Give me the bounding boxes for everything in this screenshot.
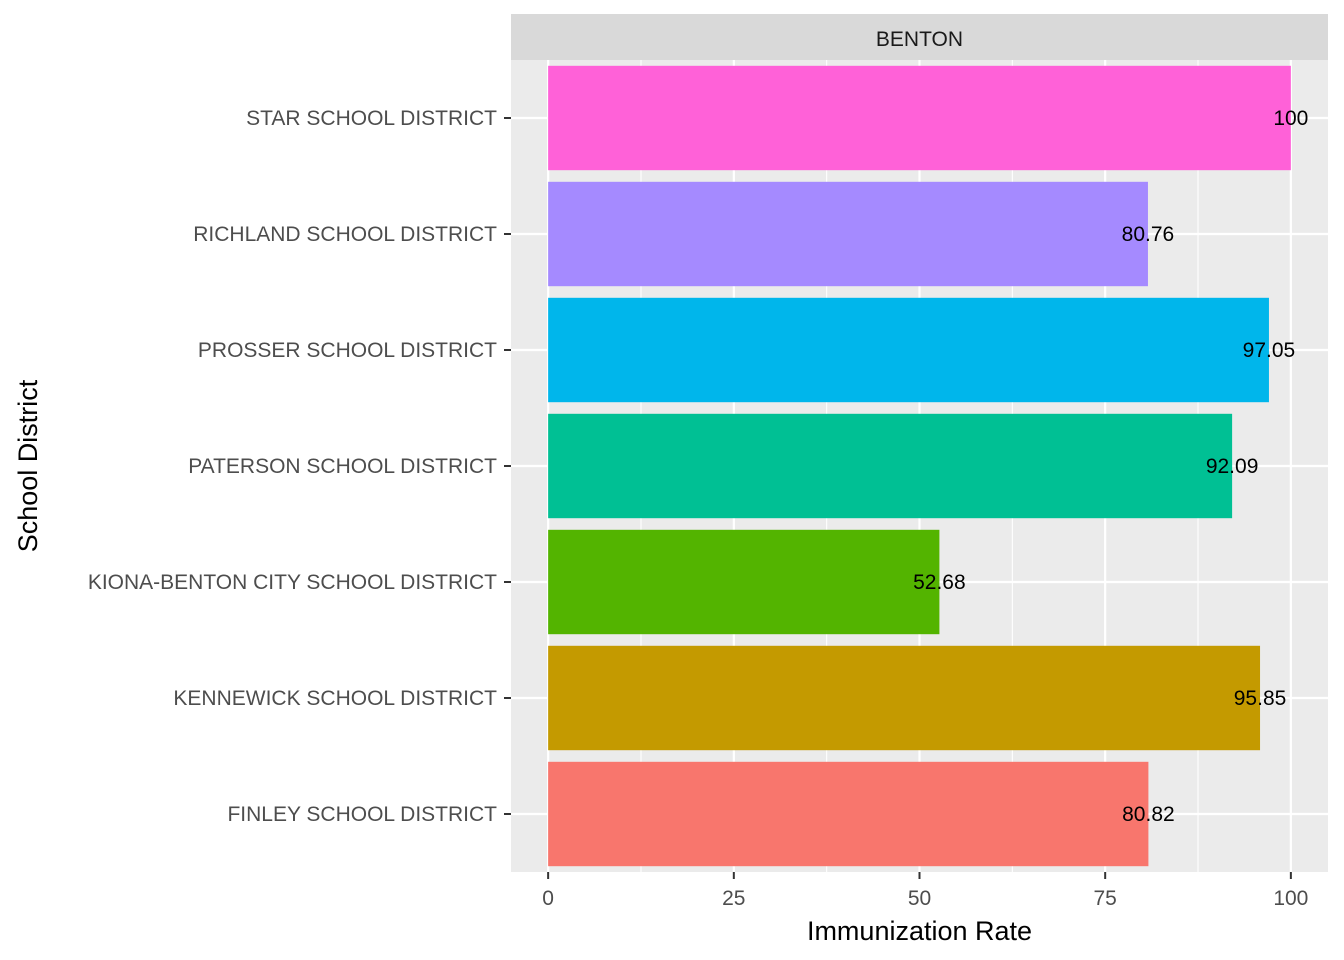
x-tick-label: 0: [542, 887, 554, 910]
bar-value-label: 80.82: [1122, 803, 1175, 826]
x-tick-label: 75: [1094, 887, 1117, 910]
bar: [548, 65, 1291, 171]
bar: [548, 645, 1261, 751]
y-tick-label: FINLEY SCHOOL DISTRICT: [227, 803, 497, 826]
bar-value-label: 97.05: [1243, 339, 1296, 362]
bar-value-labels: 80.82 95.85 52.68 92.09 97.05 80.76 100: [913, 107, 1308, 826]
bar-value-label: 52.68: [913, 571, 966, 594]
bar: [548, 413, 1233, 519]
x-axis: 0 25 50 75 100: [542, 872, 1308, 910]
x-tick-label: 50: [908, 887, 931, 910]
y-tick-label: STAR SCHOOL DISTRICT: [246, 107, 497, 130]
y-axis-title: School District: [13, 379, 43, 552]
y-tick-label: KENNEWICK SCHOOL DISTRICT: [173, 687, 497, 710]
y-tick-label: PROSSER SCHOOL DISTRICT: [198, 339, 497, 362]
x-tick-label: 25: [722, 887, 745, 910]
bar: [548, 297, 1269, 403]
bars: [548, 65, 1291, 867]
y-tick-label: RICHLAND SCHOOL DISTRICT: [193, 223, 497, 246]
y-tick-label: PATERSON SCHOOL DISTRICT: [188, 455, 497, 478]
bar-value-label: 92.09: [1206, 455, 1259, 478]
y-axis: FINLEY SCHOOL DISTRICT KENNEWICK SCHOOL D…: [88, 107, 511, 826]
x-tick-label: 100: [1273, 887, 1308, 910]
facet-strip: [511, 14, 1328, 60]
bar: [548, 181, 1148, 287]
facet-strip-label: BENTON: [876, 28, 963, 51]
bar-value-label: 95.85: [1234, 687, 1287, 710]
bar-value-label: 100: [1273, 107, 1308, 130]
bar: [548, 761, 1149, 867]
x-axis-title: Immunization Rate: [807, 916, 1032, 946]
bar-value-label: 80.76: [1122, 223, 1175, 246]
y-tick-label: KIONA-BENTON CITY SCHOOL DISTRICT: [88, 571, 497, 594]
bar: [548, 529, 940, 635]
